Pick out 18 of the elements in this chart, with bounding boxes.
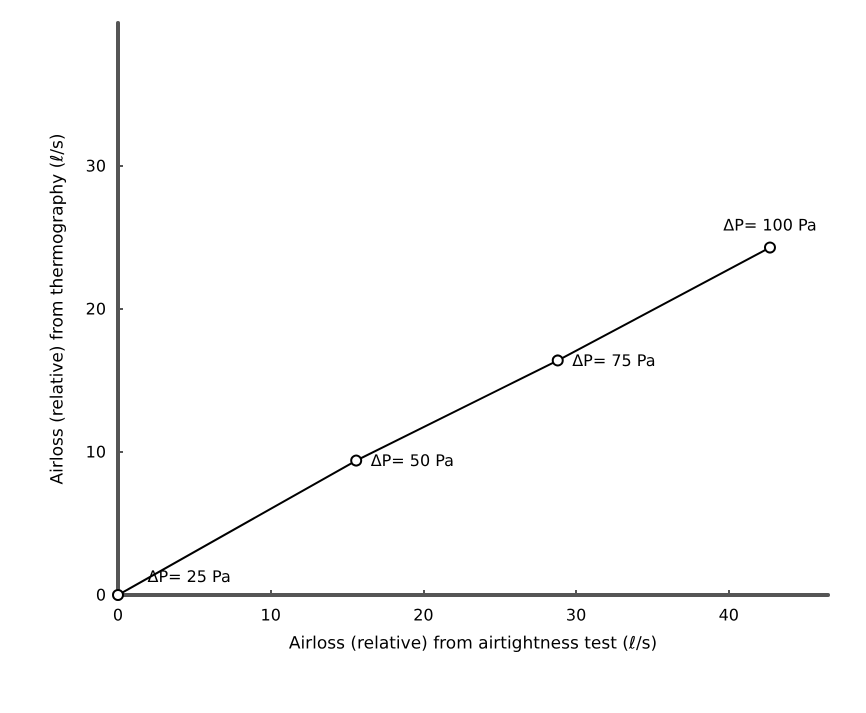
y-tick-label: 10 (86, 442, 106, 462)
y-tick-label: 20 (86, 300, 106, 318)
y-tick-label: 0 (96, 586, 106, 604)
y-tick-label: 30 (86, 156, 106, 176)
x-tick-label: 40 (718, 606, 739, 624)
x-tick-label: 0 (112, 606, 124, 624)
x-tick-label: 30 (566, 606, 586, 624)
x-tick-label: 20 (413, 606, 434, 624)
annotation: ΔP= 50 Pa (370, 451, 454, 470)
y-axis-title: Airloss (relative) from thermography (ℓ/s) (48, 134, 68, 484)
point (552, 354, 564, 366)
x-tick-label: 10 (260, 606, 281, 624)
x-axis-title: Airloss (relative) from airtightness test (ℓ/s) (288, 634, 658, 654)
point (112, 589, 124, 601)
annotation: ΔP= 100 Pa (723, 216, 817, 235)
annotation: ΔP= 75 Pa (572, 350, 656, 370)
point (764, 242, 776, 254)
point (350, 454, 362, 467)
